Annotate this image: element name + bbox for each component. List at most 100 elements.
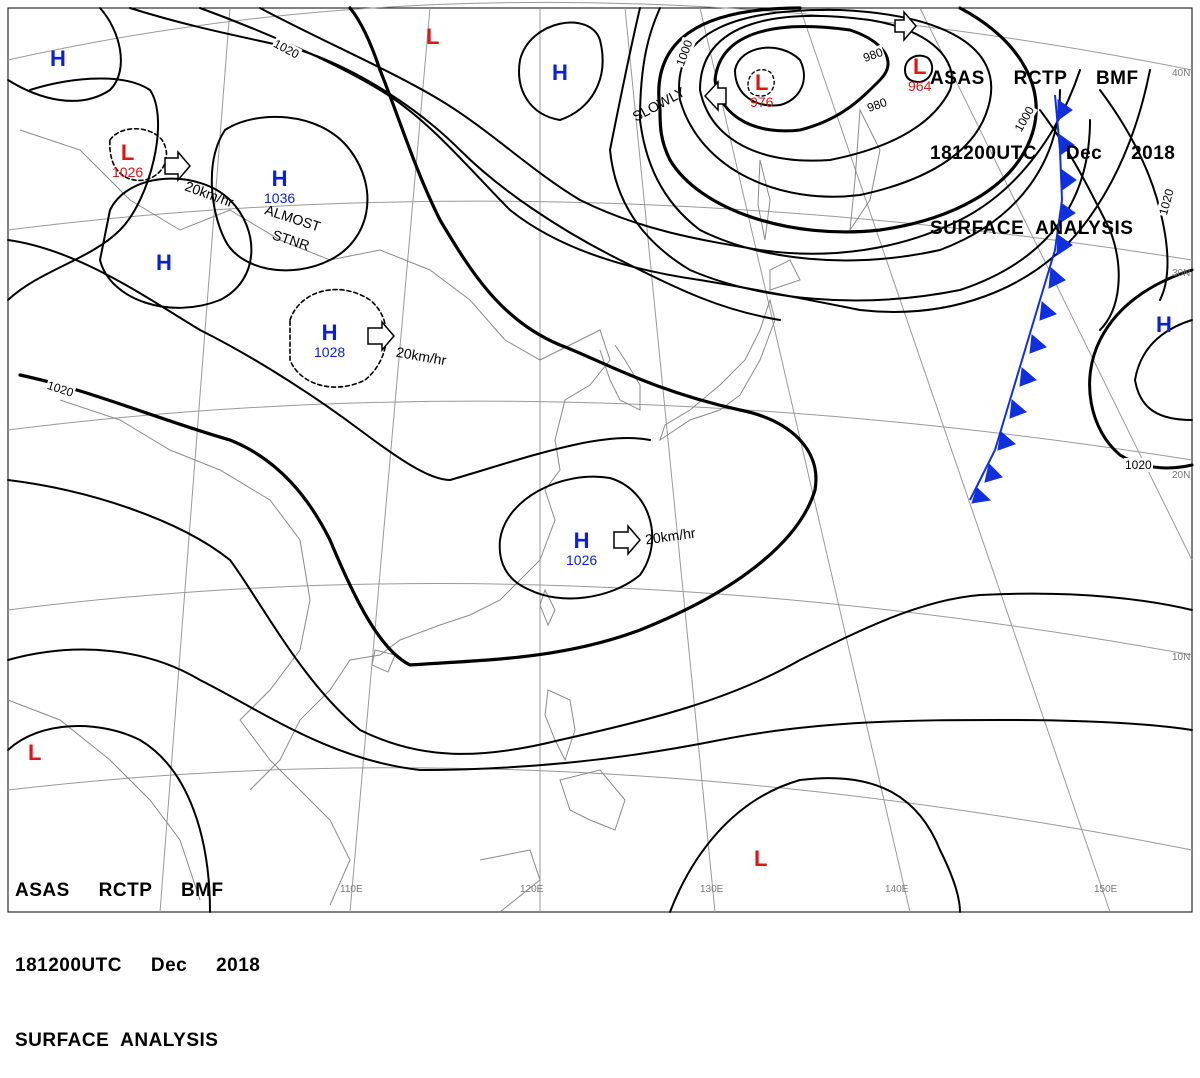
front-barb-12: [984, 463, 1003, 483]
isobar-north-ring-1: [129, 7, 781, 321]
longitude-line-130e: [624, 7, 716, 913]
high-symbol: H: [552, 60, 568, 85]
high-symbol: H: [156, 250, 172, 275]
surface-analysis-map: [7, 1, 1194, 913]
grid-label-20n: 20N: [1172, 470, 1191, 481]
isobar-low-1000-thick: [657, 6, 1038, 234]
low-pressure-sw: L: [28, 742, 41, 764]
high-pressure-north: H: [552, 62, 568, 84]
kamchatka: [849, 108, 881, 231]
high-symbol: H: [271, 166, 288, 191]
grid-label-120e: 120E: [520, 884, 544, 895]
latitude-line-0: [7, 767, 1193, 851]
isobar-high-1026: [498, 475, 654, 600]
motion-arrows: [164, 9, 917, 557]
grid-label-10n: 10N: [1172, 652, 1191, 663]
front-barb-7: [1039, 301, 1057, 321]
central-asia-border: [19, 129, 506, 341]
isobar-low-outer-1: [639, 7, 1061, 262]
taiwan: [539, 588, 556, 627]
front-barb-10: [1009, 399, 1027, 419]
high-pressure-1026: H 1026: [566, 528, 598, 569]
front-barb-13: [971, 487, 992, 504]
high-symbol: H: [50, 46, 66, 71]
latitude-line-20n: [7, 400, 1193, 461]
luzon: [544, 689, 576, 762]
isobar-north-ring-2: [199, 7, 1151, 313]
isobar-1020-west-thick: [18, 6, 818, 667]
low-symbol: L: [754, 70, 769, 95]
low-pressure-976: L 976: [750, 70, 773, 111]
isobar-low-976-dashed: [747, 68, 775, 97]
china-coast: [249, 329, 611, 791]
low-symbol: L: [754, 846, 768, 871]
front-barb-2: [1059, 134, 1075, 156]
pressure-value: 1026: [566, 552, 598, 568]
cold-front-line: [969, 94, 1064, 501]
high-symbol: H: [573, 528, 590, 553]
latitude-line-30n: [7, 200, 1193, 261]
front-barb-3: [1061, 169, 1077, 191]
longitude-line-140e: [699, 7, 911, 913]
high-pressure-nw: H: [50, 48, 66, 70]
arrow-low-976: [703, 80, 727, 112]
pressure-value: 1036: [264, 190, 296, 206]
high-pressure-west: H: [156, 252, 172, 274]
isobar-low-sw: [7, 725, 211, 913]
arrow-low-1026: [164, 149, 191, 183]
isobar-low-south: [669, 777, 961, 913]
low-symbol: L: [28, 740, 42, 765]
isobar-east-high-inner: [1134, 319, 1193, 421]
philippines-south: [559, 769, 626, 831]
isobar-north-ring-3: [259, 7, 1081, 255]
isobar-low-976-ring-2: [713, 25, 890, 133]
isobar-north-high-center: [518, 21, 604, 121]
isobar-north-high-west: [7, 7, 122, 102]
isobar-low-976-ring-4: [678, 8, 993, 198]
isobar-1036-center: [210, 115, 369, 272]
front-barb-8: [1029, 334, 1047, 354]
header-line-2: 181200UTC Dec 2018: [930, 143, 1176, 164]
isobars: [7, 6, 1194, 913]
front-barb-11: [997, 431, 1016, 451]
header-line-1: ASAS RCTP BMF: [930, 68, 1139, 89]
low-symbol: L: [912, 54, 927, 79]
arrow-high-1028: [367, 319, 395, 353]
high-pressure-1036: H 1036: [264, 166, 296, 207]
isobar-label-1020-se: 1020: [1124, 458, 1153, 472]
isobar-low-976-ring-3: [699, 15, 953, 162]
grid-label-130e: 130E: [700, 884, 724, 895]
coastlines: [7, 108, 881, 913]
front-barb-5: [1056, 234, 1073, 256]
front-barb-4: [1060, 202, 1076, 223]
low-pressure-south: L: [754, 848, 767, 870]
low-symbol: L: [426, 24, 440, 49]
grid-label-140e: 140E: [885, 884, 909, 895]
map-header-top: ASAS RCTP BMF 181200UTC Dec 2018 SURFACE…: [930, 16, 1175, 266]
latitude-line-10n: [7, 583, 1193, 656]
isobar-low-976-ring-1: [734, 46, 805, 107]
high-pressure-1028: H 1028: [314, 320, 345, 361]
header-line-3: SURFACE ANALYSIS: [15, 1030, 219, 1051]
hokkaido: [769, 259, 801, 291]
header-line-2: 181200UTC Dec 2018: [15, 955, 261, 976]
low-pressure-1026: L 1026: [112, 142, 143, 181]
japan: [659, 298, 776, 442]
cold-front: [969, 94, 1077, 504]
korea: [599, 344, 641, 411]
grid-label-40n: 40N: [1172, 68, 1191, 79]
grid-label-150e: 150E: [1094, 884, 1118, 895]
high-symbol: H: [321, 320, 338, 345]
isobar-south-2: [7, 648, 1193, 771]
hainan: [371, 649, 396, 673]
low-pressure-north: L: [426, 26, 439, 48]
grid-label-110e: 110E: [340, 884, 363, 895]
front-barb-6: [1048, 266, 1066, 289]
indochina: [239, 719, 351, 906]
grid-label-30n: 30N: [1172, 268, 1191, 279]
isobar-1032-west: [99, 177, 253, 309]
header-line-3: SURFACE ANALYSIS: [930, 218, 1134, 239]
low-pressure-964: L 964: [908, 54, 931, 95]
front-barb-9: [1019, 367, 1037, 387]
map-header-bottom: ASAS RCTP BMF 181200UTC Dec 2018 SURFACE…: [15, 828, 260, 1078]
